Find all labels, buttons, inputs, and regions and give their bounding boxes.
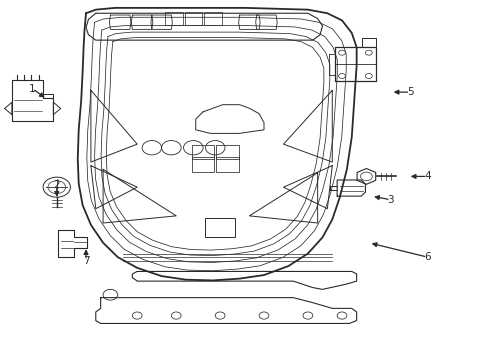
Bar	[191, 145, 214, 159]
Bar	[203, 12, 221, 25]
Bar	[216, 157, 238, 172]
Bar	[191, 157, 214, 172]
Text: 2: 2	[53, 180, 60, 190]
Text: 7: 7	[82, 256, 89, 266]
Bar	[216, 145, 238, 159]
Text: 3: 3	[386, 195, 393, 205]
Text: 6: 6	[423, 252, 430, 262]
Bar	[184, 12, 202, 25]
Text: 4: 4	[423, 171, 430, 181]
Text: 5: 5	[406, 87, 413, 97]
Bar	[164, 12, 182, 25]
Bar	[205, 218, 234, 237]
Text: 1: 1	[29, 84, 36, 94]
